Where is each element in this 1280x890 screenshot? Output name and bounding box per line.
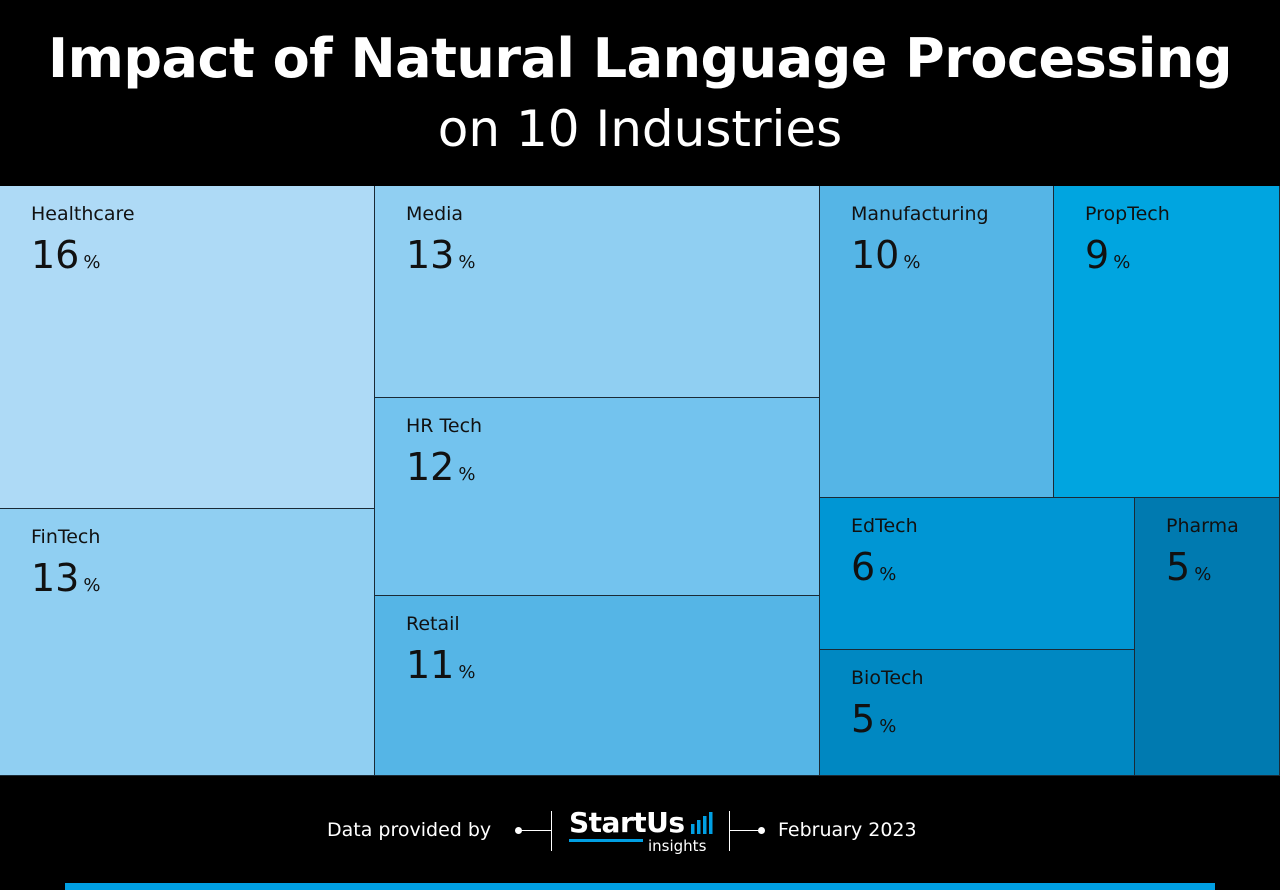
tile-value-fintech: 13%: [31, 556, 100, 608]
tile-value-number: 10: [851, 233, 899, 277]
tile-label-proptech: PropTech: [1085, 203, 1170, 225]
tile-pharma: Pharma 5%: [1135, 498, 1280, 776]
date-label: February 2023: [778, 818, 917, 842]
tile-value-unit: %: [879, 716, 896, 737]
tile-value-retail: 11%: [406, 643, 475, 695]
tile-value-unit: %: [1113, 252, 1130, 273]
tile-value-healthcare: 16%: [31, 233, 100, 285]
tile-value-unit: %: [458, 662, 475, 683]
chart-header: Impact of Natural Language Processing on…: [0, 0, 1280, 186]
tile-value-hr-tech: 12%: [406, 445, 475, 497]
tile-value-unit: %: [458, 252, 475, 273]
tile-retail: Retail 11%: [375, 596, 820, 776]
tile-value-number: 5: [851, 697, 875, 741]
chart-title: Impact of Natural Language Processing: [0, 26, 1280, 92]
tile-value-media: 13%: [406, 233, 475, 285]
tile-value-unit: %: [903, 252, 920, 273]
tile-value-manufacturing: 10%: [851, 233, 920, 285]
data-provided-label: Data provided by: [327, 818, 491, 842]
connector-line-left: [520, 830, 551, 831]
logo-subtext: insights: [648, 838, 706, 854]
tile-value-proptech: 9%: [1085, 233, 1130, 285]
tile-value-unit: %: [1194, 564, 1211, 585]
logo-underline: [569, 839, 643, 842]
tile-biotech: BioTech 5%: [820, 650, 1135, 776]
tile-manufacturing: Manufacturing 10%: [820, 186, 1054, 498]
logo-wordmark: StartUs: [569, 808, 685, 838]
tile-label-hr-tech: HR Tech: [406, 415, 482, 437]
tile-value-number: 6: [851, 545, 875, 589]
tile-value-unit: %: [83, 252, 100, 273]
tile-label-biotech: BioTech: [851, 667, 924, 689]
tile-label-manufacturing: Manufacturing: [851, 203, 989, 225]
tile-value-number: 11: [406, 643, 454, 687]
tile-label-healthcare: Healthcare: [31, 203, 135, 225]
accent-bar: [65, 883, 1215, 890]
tile-label-pharma: Pharma: [1166, 515, 1239, 537]
tile-value-unit: %: [879, 564, 896, 585]
tile-hr-tech: HR Tech 12%: [375, 398, 820, 596]
tile-value-unit: %: [83, 575, 100, 596]
chart-subtitle: on 10 Industries: [0, 98, 1280, 160]
tile-value-number: 9: [1085, 233, 1109, 277]
footer: Data provided by StartUs insights Februa…: [0, 776, 1280, 890]
tile-value-number: 16: [31, 233, 79, 277]
signal-bars-icon: [691, 812, 713, 834]
tile-value-number: 13: [406, 233, 454, 277]
connector-dot-right: [758, 827, 765, 834]
tile-media: Media 13%: [375, 186, 820, 398]
tile-proptech: PropTech 9%: [1054, 186, 1280, 498]
tile-label-media: Media: [406, 203, 463, 225]
tile-value-number: 13: [31, 556, 79, 600]
tile-healthcare: Healthcare 16%: [0, 186, 375, 509]
tile-label-retail: Retail: [406, 613, 460, 635]
tile-value-unit: %: [458, 464, 475, 485]
tile-value-number: 12: [406, 445, 454, 489]
tile-fintech: FinTech 13%: [0, 509, 375, 776]
tile-label-fintech: FinTech: [31, 526, 100, 548]
tile-value-pharma: 5%: [1166, 545, 1211, 597]
connector-line-right: [730, 830, 761, 831]
divider-left: [551, 811, 552, 851]
tile-value-edtech: 6%: [851, 545, 896, 597]
tile-label-edtech: EdTech: [851, 515, 918, 537]
treemap: Healthcare 16% FinTech 13% Media 13% HR Tech 12…: [0, 186, 1280, 776]
tile-value-number: 5: [1166, 545, 1190, 589]
tile-edtech: EdTech 6%: [820, 498, 1135, 650]
divider-right: [729, 811, 730, 851]
tile-value-biotech: 5%: [851, 697, 896, 749]
